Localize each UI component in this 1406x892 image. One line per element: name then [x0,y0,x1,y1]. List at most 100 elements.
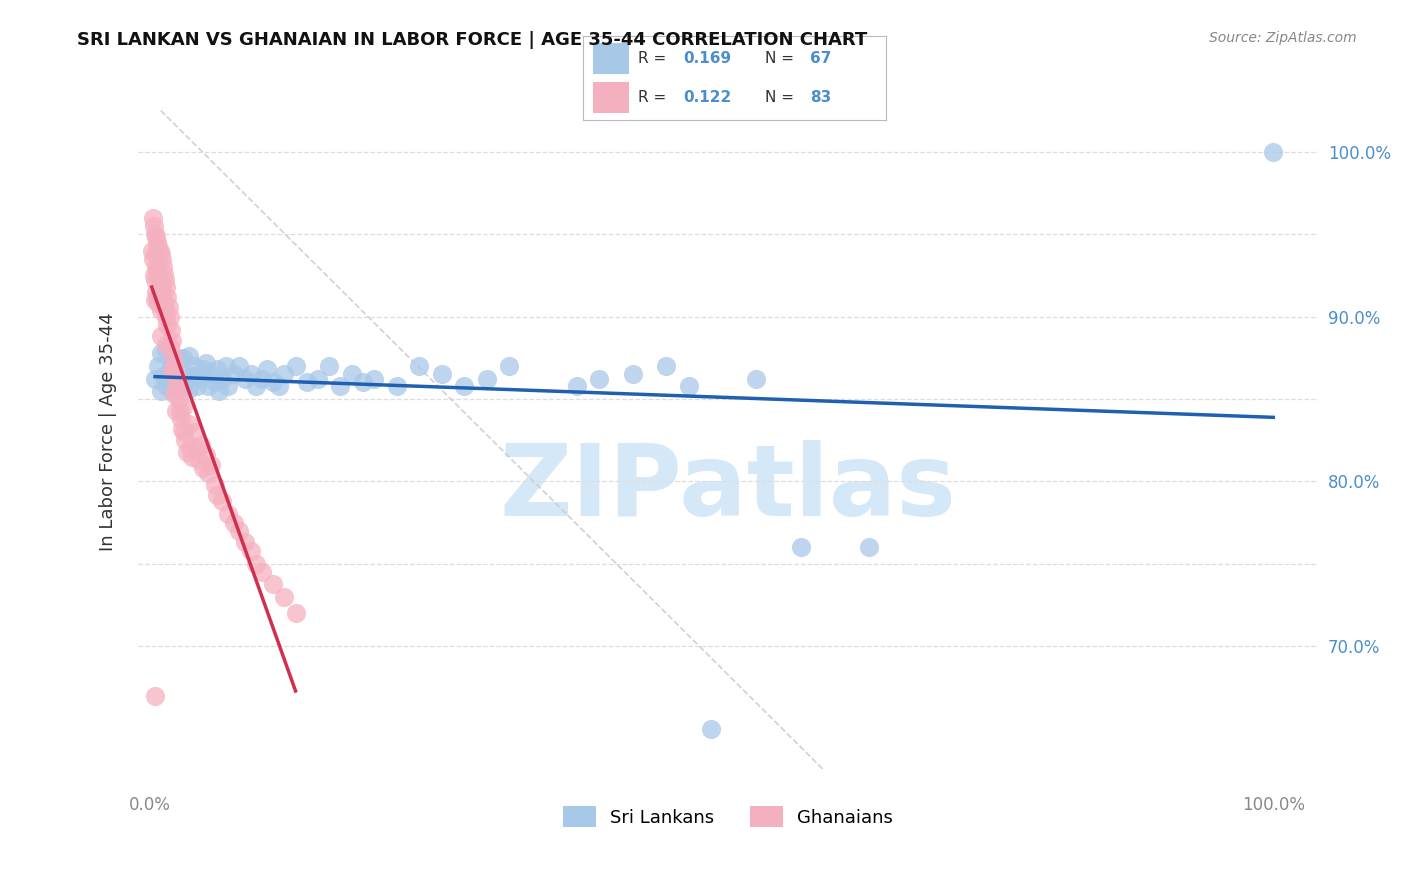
Point [176,444,198,458]
Point [170,422,193,436]
Point [188,370,211,384]
Point [159,339,181,353]
Point [148,268,170,283]
Point [363,372,385,386]
Point [167,392,190,406]
Point [193,362,215,376]
Point [141,244,163,258]
Point [307,372,329,386]
Point [172,351,194,365]
Point [173,425,195,439]
Point [149,302,172,317]
Point [194,448,217,462]
Point [152,288,174,302]
Point [143,247,166,261]
Point [565,379,588,393]
Point [150,281,173,295]
Text: 0.122: 0.122 [683,90,731,105]
Bar [592,82,628,112]
Point [267,379,290,393]
Point [146,290,169,304]
Point [142,219,165,233]
Point [245,557,267,571]
Point [165,366,187,380]
Point [170,372,193,386]
Point [142,252,165,266]
Point [145,285,167,299]
Point [475,372,498,386]
Point [233,535,256,549]
Point [153,301,176,316]
Point [245,379,267,393]
Point [166,379,188,393]
Point [181,450,204,464]
Point [162,349,184,363]
Point [222,368,245,382]
Point [204,477,226,491]
Point [160,364,183,378]
Point [186,442,208,456]
Point [166,382,188,396]
Point [273,590,295,604]
Text: 0.169: 0.169 [683,51,731,66]
Point [208,384,231,398]
Point [700,722,723,736]
Point [200,458,222,472]
Point [148,240,170,254]
Point [146,263,169,277]
Point [222,516,245,530]
Point [197,466,219,480]
Point [745,372,768,386]
Point [148,273,170,287]
Point [179,442,201,456]
Legend: Sri Lankans, Ghanaians: Sri Lankans, Ghanaians [555,799,900,834]
Point [790,541,813,555]
Point [143,227,166,241]
Point [155,379,177,393]
Point [183,425,205,439]
Point [172,401,194,415]
Point [155,337,177,351]
Point [217,379,239,393]
Point [169,403,191,417]
Point [217,508,239,522]
Point [858,541,880,555]
Point [181,368,204,383]
Point [150,253,173,268]
Point [177,417,200,431]
Point [143,273,166,287]
Point [159,310,181,324]
Point [165,376,187,390]
Text: 83: 83 [810,90,831,105]
Point [194,356,217,370]
Point [430,368,453,382]
Point [149,277,172,291]
Y-axis label: In Labor Force | Age 35-44: In Labor Force | Age 35-44 [100,313,117,551]
Point [250,372,273,386]
Point [149,247,172,261]
Point [148,359,170,373]
Point [678,379,700,393]
Point [295,376,318,390]
Point [177,349,200,363]
Point [172,379,194,393]
Point [352,376,374,390]
Bar [592,44,628,74]
Point [153,267,176,281]
Point [197,379,219,393]
Point [143,372,166,386]
Point [262,576,284,591]
Text: R =: R = [638,51,671,66]
Text: SRI LANKAN VS GHANAIAN IN LABOR FORCE | AGE 35-44 CORRELATION CHART: SRI LANKAN VS GHANAIAN IN LABOR FORCE | … [77,31,868,49]
Point [152,368,174,383]
Point [155,310,177,324]
Point [159,323,181,337]
Point [498,359,520,373]
Point [284,359,307,373]
Point [205,362,228,376]
Point [177,382,200,396]
Point [233,372,256,386]
Point [149,384,172,398]
Point [143,689,166,703]
Point [163,387,186,401]
